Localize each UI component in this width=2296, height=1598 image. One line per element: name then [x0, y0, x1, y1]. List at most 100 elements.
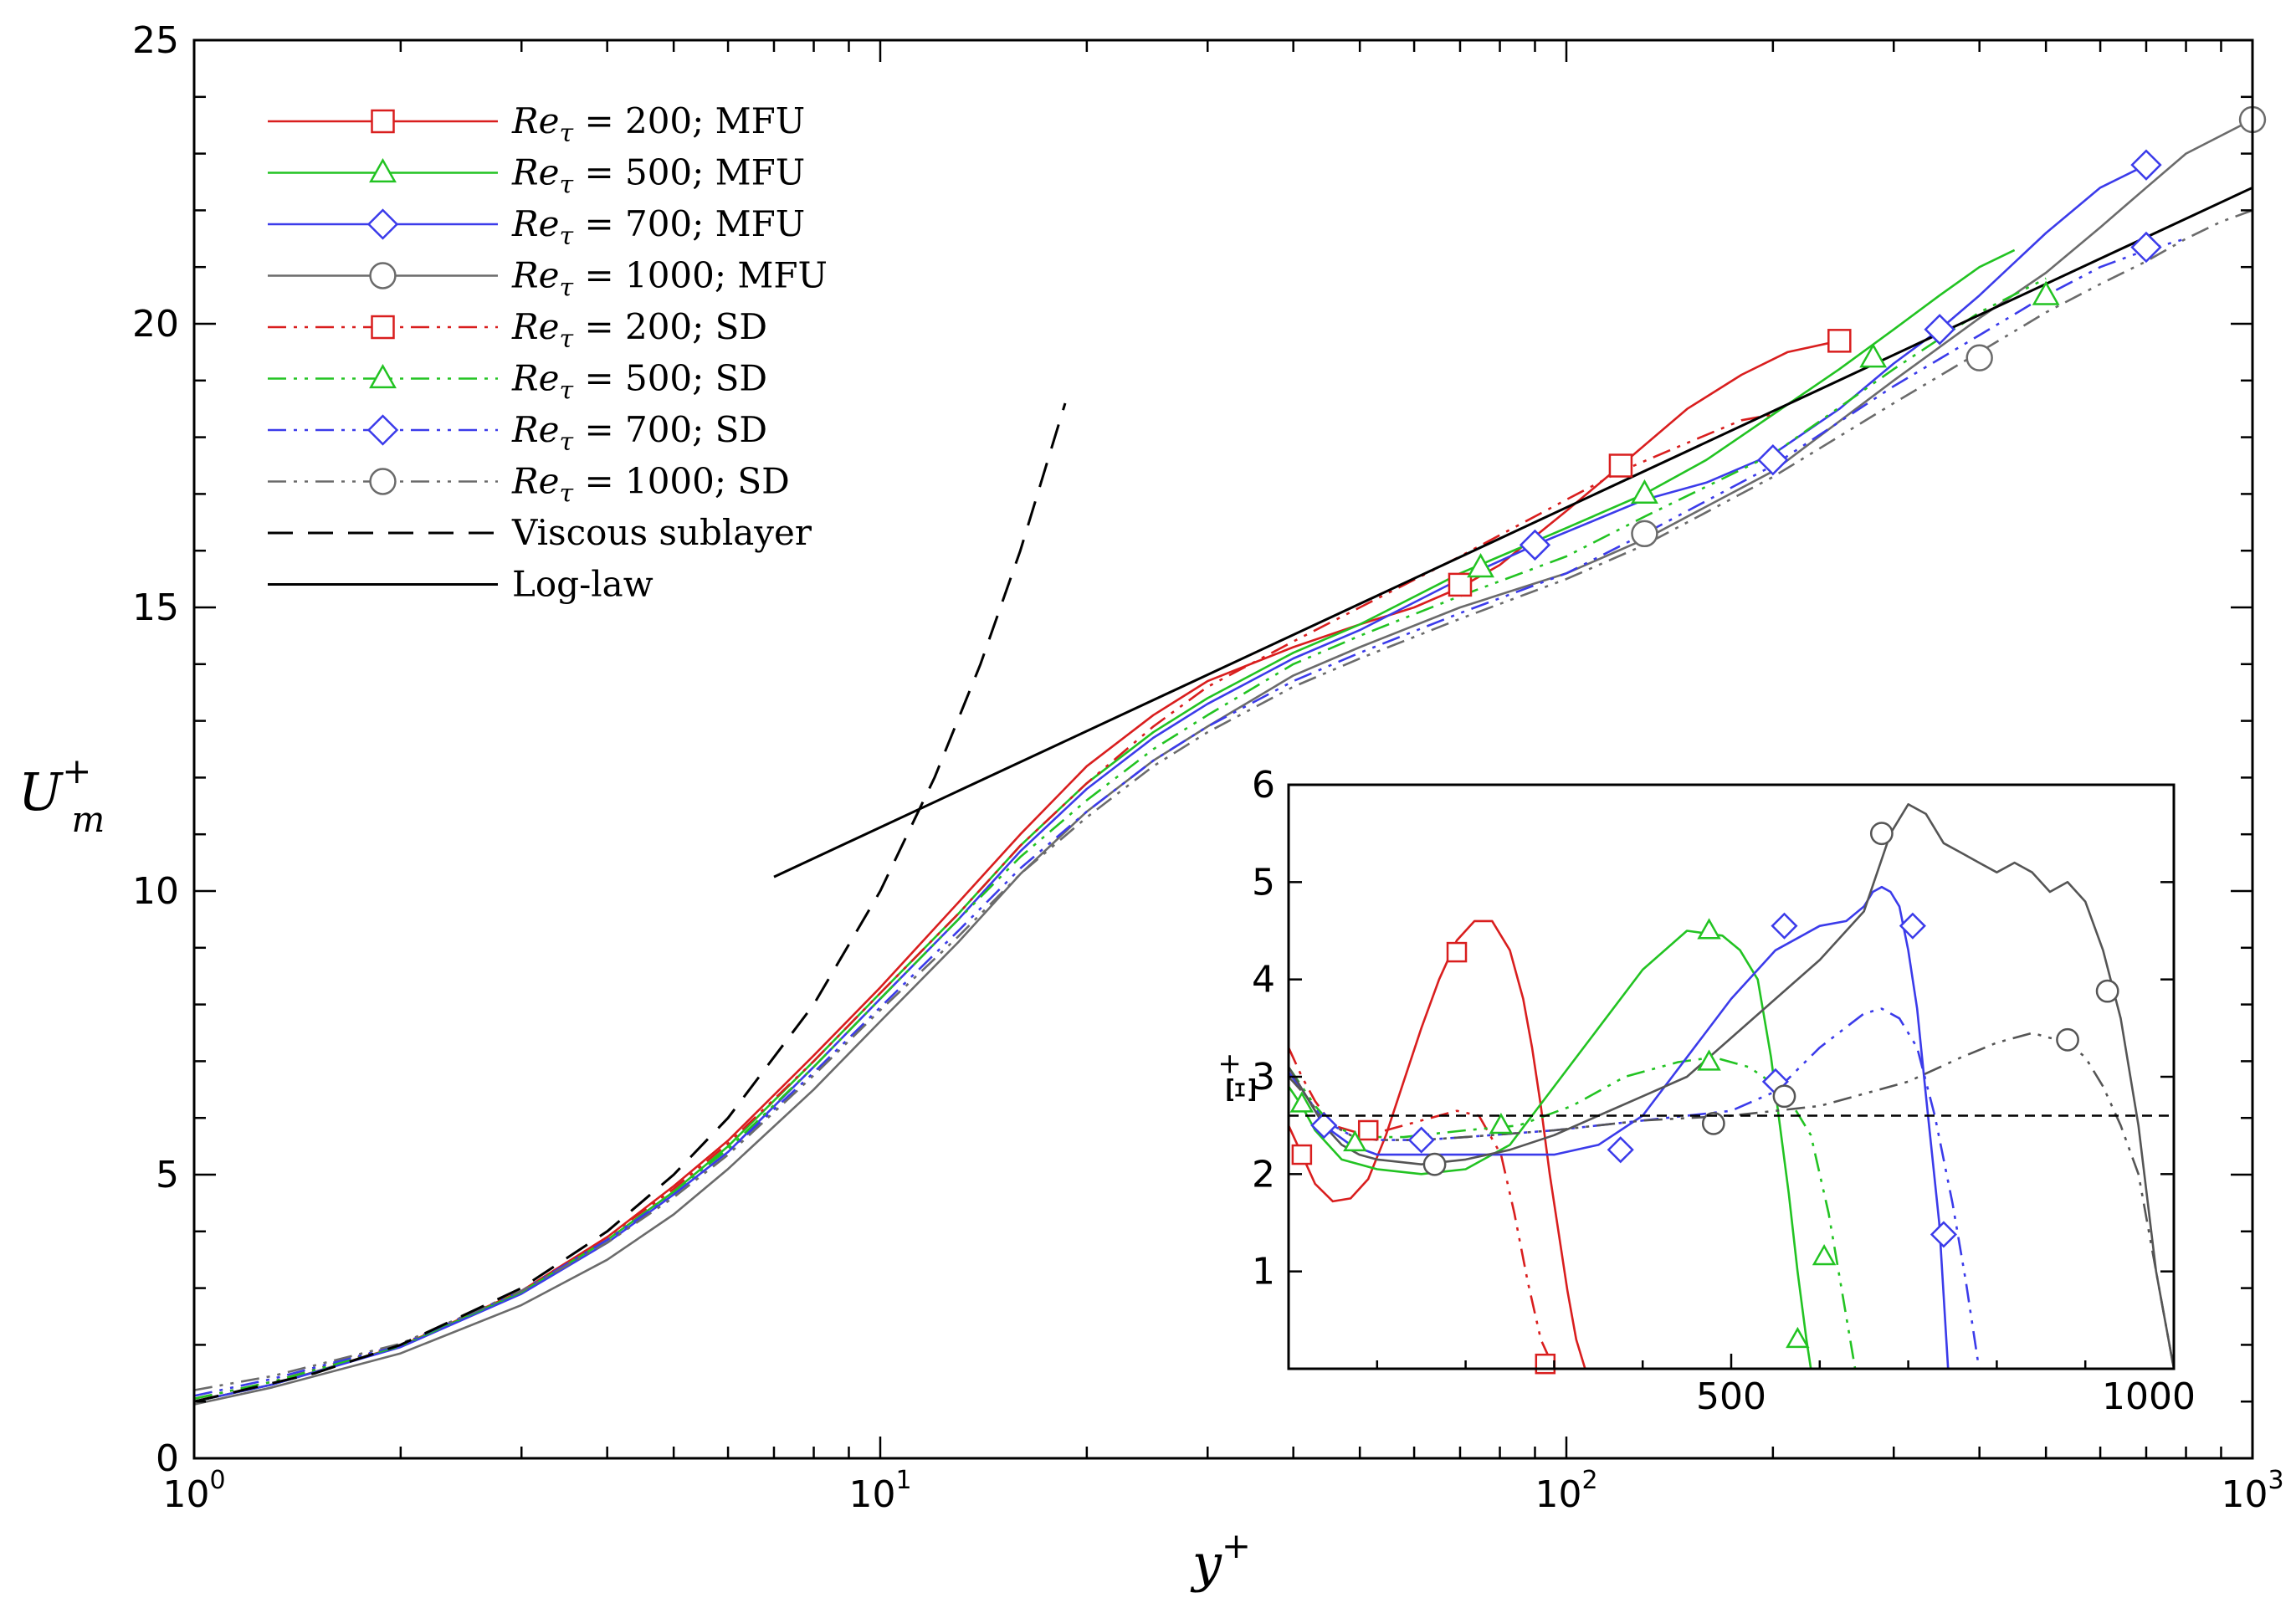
legend-re-subscript: τ	[559, 479, 573, 509]
legend-entry-sd200: Reτ = 200; SD	[268, 306, 767, 354]
y-tick-label: 25	[132, 19, 179, 62]
inset-series-i_mfu700-marker	[1407, 1126, 1435, 1154]
legend-marker	[369, 262, 397, 289]
series-mfu500-marker	[2032, 280, 2060, 305]
inset-series-i_sd500-marker	[1697, 1049, 1721, 1071]
inset-series-i_mfu500-marker	[1343, 1129, 1367, 1152]
legend-label: Reτ = 500; SD	[511, 358, 767, 406]
legend-label: Viscous sublayer	[511, 512, 812, 553]
series-sd200-line	[193, 413, 1774, 1401]
inset-y-tick-label: 6	[1252, 764, 1275, 807]
series-mfu700-marker	[1757, 444, 1789, 476]
main-series-group	[193, 118, 2253, 1406]
x-axis-label-base: y	[1190, 1533, 1222, 1594]
y-tick-label: 5	[156, 1154, 179, 1196]
legend-re-symbol: Re	[511, 306, 559, 347]
legend-re-value: = 700; SD	[573, 409, 767, 450]
inset-series-i_mfu700-marker	[1607, 1136, 1634, 1164]
series-mfu500-marker	[1630, 479, 1658, 504]
legend-re-value: = 500; SD	[573, 358, 767, 399]
inset-series-i_sd500-marker	[1812, 1244, 1837, 1266]
legend-re-symbol: Re	[511, 461, 559, 502]
x-tick-label-base: 10	[848, 1473, 895, 1516]
legend-re-symbol: Re	[511, 255, 559, 296]
inset-series-i_mfu1000-marker	[1869, 822, 1894, 846]
inset-plot: 1 2 3 4 5 6 500 1000 Ξ+	[1212, 764, 2196, 1418]
legend-re-value: = 200; MFU	[573, 100, 805, 141]
series-mfu200-marker	[1608, 453, 1633, 478]
inset-series-i_mfu700-marker	[1771, 912, 1798, 940]
inset-series-i_mfu700-marker	[1899, 912, 1926, 940]
series-mfu700-marker	[1519, 529, 1551, 561]
inset-series-i_mfu700-line	[1289, 885, 1950, 1369]
inset-series-i_mfu1000-marker	[1701, 1111, 1725, 1135]
inset-series-i_mfu500-marker	[1289, 1091, 1315, 1113]
series-mfu500-line	[193, 248, 2016, 1403]
legend-entry-sd1000: Reτ = 1000; SD	[268, 461, 790, 509]
legend-label: Reτ = 1000; SD	[511, 461, 790, 509]
inset-series-i_sd200-marker	[1357, 1119, 1379, 1141]
inset-y-tick-label: 5	[1252, 861, 1275, 904]
legend-re-value: = 700; MFU	[573, 203, 805, 244]
legend-label: Reτ = 700; MFU	[511, 203, 805, 251]
legend-marker	[366, 414, 399, 446]
y-axis-label-base: U	[18, 761, 64, 822]
inset-y-axis-label: Ξ+	[1212, 1053, 1264, 1104]
x-tick-label-base: 10	[1535, 1473, 1581, 1516]
legend-re-value: = 1000; SD	[573, 461, 790, 502]
x-tick-label-base: 10	[2221, 1473, 2268, 1516]
inset-series-i_mfu1000-marker	[2095, 979, 2119, 1003]
inset-series-i_sd200-marker	[1535, 1353, 1556, 1375]
legend-re-subscript: τ	[559, 376, 573, 406]
series-sd500-line	[193, 277, 2047, 1401]
legend-re-symbol: Re	[511, 152, 559, 193]
series-mfu1000-line	[193, 118, 2253, 1406]
series-mfu700-line	[193, 164, 2147, 1403]
x-tick-label-exponent: 0	[209, 1466, 225, 1495]
x-tick-label-base: 10	[162, 1473, 209, 1516]
legend-marker	[369, 364, 397, 389]
legend-label: Reτ = 700; SD	[511, 409, 767, 457]
legend-entry-mfu200: Reτ = 200; MFU	[268, 100, 805, 148]
series-mfu1000-marker	[1631, 520, 1658, 548]
x-tick-label: 102	[1535, 1466, 1597, 1516]
inset-frame	[1287, 783, 2176, 1370]
x-tick-label: 100	[162, 1466, 225, 1516]
legend-re-symbol: Re	[511, 409, 559, 450]
legend-entry-sd500: Reτ = 500; SD	[268, 358, 767, 406]
legend-marker	[369, 468, 397, 495]
series-mfu500-marker	[1859, 343, 1888, 368]
legend-re-value: = 1000; MFU	[573, 255, 828, 296]
inset-series-i_mfu500-marker	[1786, 1326, 1810, 1349]
x-tick-label-exponent: 2	[1581, 1466, 1597, 1495]
series-sd1000-line	[193, 209, 2253, 1391]
legend-label: Log-law	[512, 564, 653, 605]
series-sd700-marker	[2130, 231, 2162, 264]
legend-re-subscript: τ	[559, 325, 573, 354]
series-loglaw-line	[773, 186, 2253, 878]
legend-re-symbol: Re	[511, 358, 559, 399]
inset-series-i_sd1000-marker	[2056, 1027, 2079, 1052]
legend-marker	[371, 315, 395, 340]
inset-y-tick-label: 3	[1252, 1056, 1275, 1099]
legend-label: Reτ = 200; MFU	[511, 100, 805, 148]
inset-background	[1289, 785, 2174, 1369]
inset-y-tick-label: 1	[1252, 1251, 1275, 1293]
inset-markers-group	[1289, 822, 2119, 1375]
inset-series-i_sd700-marker	[1930, 1221, 1957, 1248]
inset-series-i_mfu500-line	[1289, 930, 1812, 1369]
legend-marker	[366, 208, 399, 240]
legend-label: Reτ = 1000; MFU	[511, 255, 828, 303]
legend-entry-mfu700: Reτ = 700; MFU	[268, 203, 805, 251]
series-mfu200-marker	[1448, 572, 1473, 597]
inset-y-axis-label-base: Ξ	[1219, 1076, 1264, 1103]
inset-y-axis-label-sup: +	[1212, 1053, 1246, 1077]
inset-series-i_mfu1000-line	[1289, 803, 2174, 1369]
inset-series-i_mfu200-line	[1289, 919, 1586, 1369]
legend-entry-sd700: Reτ = 700; SD	[268, 409, 767, 457]
x-tick-label: 103	[2221, 1466, 2283, 1516]
inset-x-tick-label: 500	[1696, 1375, 1766, 1418]
